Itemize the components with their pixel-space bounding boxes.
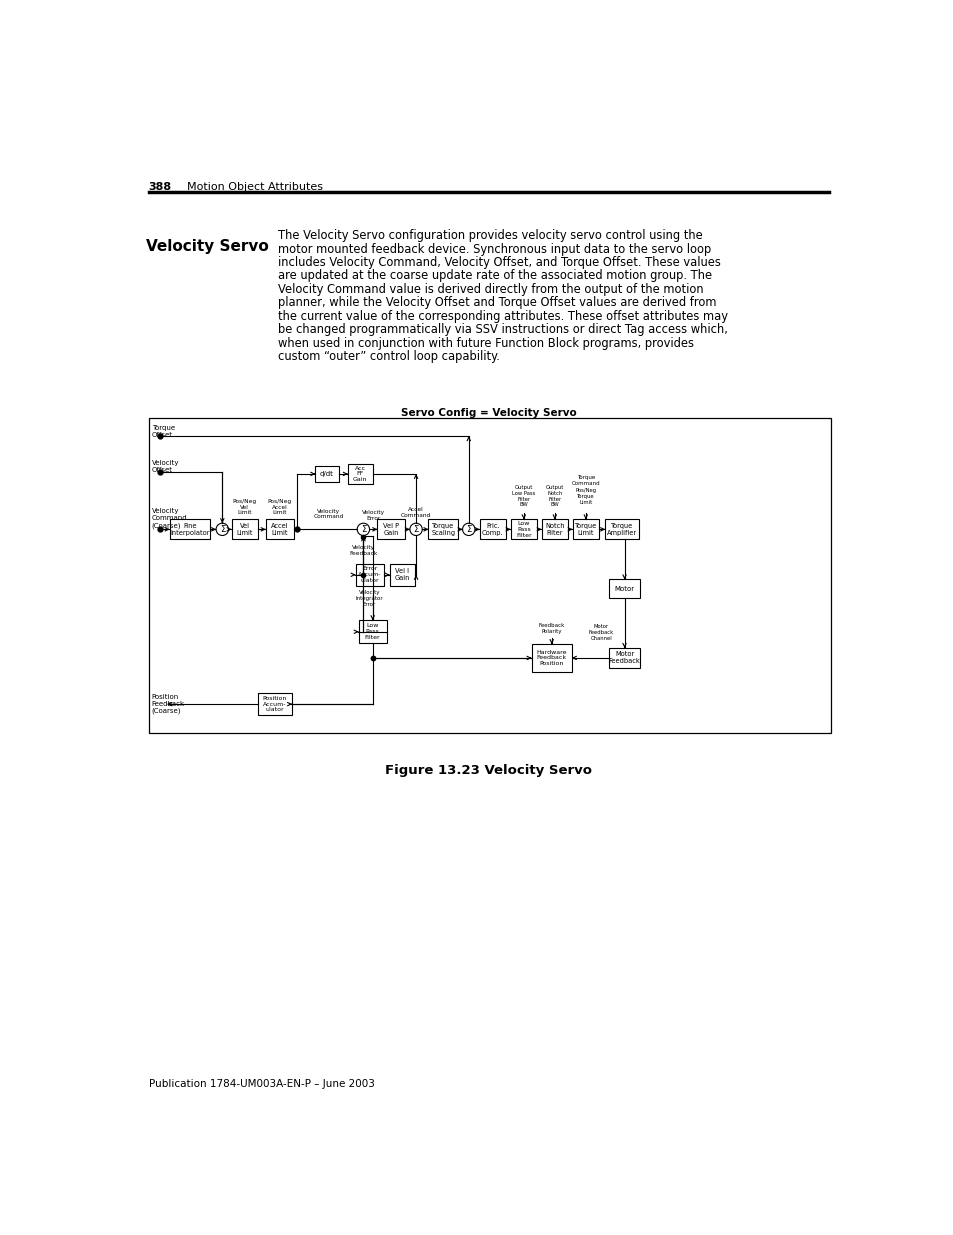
Text: Pos/Neg
Accel
Limit: Pos/Neg Accel Limit xyxy=(268,499,292,515)
Text: Accel
Command: Accel Command xyxy=(400,508,431,517)
Text: Motion Object Attributes: Motion Object Attributes xyxy=(187,182,323,191)
Text: Position
Feedback
(Coarse): Position Feedback (Coarse) xyxy=(152,694,185,714)
Bar xyxy=(266,520,294,540)
Text: 388: 388 xyxy=(149,182,172,191)
Text: Torque
Command: Torque Command xyxy=(571,475,599,487)
Text: Torque
Amplifier: Torque Amplifier xyxy=(606,522,637,536)
Text: includes Velocity Command, Velocity Offset, and Torque Offset. These values: includes Velocity Command, Velocity Offs… xyxy=(278,256,720,269)
Text: Publication 1784-UM003A-EN-P – June 2003: Publication 1784-UM003A-EN-P – June 2003 xyxy=(149,1078,375,1089)
Text: Velocity Command value is derived directly from the output of the motion: Velocity Command value is derived direct… xyxy=(278,283,703,296)
Text: Motor
Feedback: Motor Feedback xyxy=(608,651,639,664)
Text: when used in conjunction with future Function Block programs, provides: when used in conjunction with future Fun… xyxy=(278,337,694,350)
Text: Accel
Limit: Accel Limit xyxy=(271,522,288,536)
Text: the current value of the corresponding attributes. These offset attributes may: the current value of the corresponding a… xyxy=(278,310,727,322)
Text: Servo Config = Velocity Servo: Servo Config = Velocity Servo xyxy=(400,409,577,419)
Bar xyxy=(608,648,639,668)
Text: Pos/Neg
Torque
Limit: Pos/Neg Torque Limit xyxy=(575,488,596,505)
Text: Σ: Σ xyxy=(219,525,225,534)
Bar xyxy=(348,464,373,484)
Text: Velocity
Error: Velocity Error xyxy=(361,510,385,521)
Text: Vel I
Gain: Vel I Gain xyxy=(394,568,410,582)
Bar xyxy=(531,645,571,672)
Text: Velocity
Offset: Velocity Offset xyxy=(152,461,179,473)
Text: Torque
Offset: Torque Offset xyxy=(152,425,174,438)
Text: Error
Accum-
ulator: Error Accum- ulator xyxy=(357,567,381,583)
Bar xyxy=(355,564,383,585)
Bar xyxy=(315,466,338,482)
Bar xyxy=(257,693,292,715)
Bar xyxy=(604,520,639,540)
Bar xyxy=(479,520,505,540)
Text: Output
Low Pass
Filter
BW: Output Low Pass Filter BW xyxy=(512,485,535,508)
Text: Low
Pass
Filter: Low Pass Filter xyxy=(516,521,531,537)
Text: Motor: Motor xyxy=(614,585,634,592)
Bar xyxy=(541,520,567,540)
Text: Position
Accum-
ulator: Position Accum- ulator xyxy=(263,695,287,713)
Bar xyxy=(149,417,830,734)
Text: Σ: Σ xyxy=(413,525,418,534)
Text: Fric.
Comp.: Fric. Comp. xyxy=(481,522,503,536)
Text: custom “outer” control loop capability.: custom “outer” control loop capability. xyxy=(278,351,499,363)
Bar xyxy=(608,579,639,598)
Text: Vel
Limit: Vel Limit xyxy=(236,522,253,536)
Text: Vel P
Gain: Vel P Gain xyxy=(383,522,399,536)
Bar xyxy=(390,564,415,585)
Text: The Velocity Servo configuration provides velocity servo control using the: The Velocity Servo configuration provide… xyxy=(278,228,702,242)
Text: Acc
FF
Gain: Acc FF Gain xyxy=(353,466,367,482)
Bar xyxy=(377,520,405,540)
Text: Pos/Neg
Vel
Limit: Pos/Neg Vel Limit xyxy=(233,499,256,515)
Bar xyxy=(170,520,210,540)
Text: motor mounted feedback device. Synchronous input data to the servo loop: motor mounted feedback device. Synchrono… xyxy=(278,242,711,256)
Bar xyxy=(232,520,257,540)
Text: are updated at the coarse update rate of the associated motion group. The: are updated at the coarse update rate of… xyxy=(278,269,712,283)
Text: Figure 13.23 Velocity Servo: Figure 13.23 Velocity Servo xyxy=(385,764,592,777)
Text: d/dt: d/dt xyxy=(319,471,334,477)
Text: Torque
Limit: Torque Limit xyxy=(574,522,597,536)
Text: Velocity
Command
(Coarse): Velocity Command (Coarse) xyxy=(152,509,187,529)
Bar xyxy=(572,520,598,540)
Text: Velocity
Command: Velocity Command xyxy=(313,509,343,520)
Text: planner, while the Velocity Offset and Torque Offset values are derived from: planner, while the Velocity Offset and T… xyxy=(278,296,716,310)
Text: Notch
Filter: Notch Filter xyxy=(544,522,564,536)
Text: Velocity
Integrator
Error: Velocity Integrator Error xyxy=(355,590,383,606)
Bar xyxy=(510,520,537,540)
Text: be changed programmatically via SSV instructions or direct Tag access which,: be changed programmatically via SSV inst… xyxy=(278,324,727,336)
Text: Feedback
Polarity: Feedback Polarity xyxy=(537,624,564,634)
Text: Output
Notch
Filter
BW: Output Notch Filter BW xyxy=(545,485,563,508)
Text: Torque
Scaling: Torque Scaling xyxy=(431,522,455,536)
Bar xyxy=(428,520,457,540)
Text: Low
Pass
Filter: Low Pass Filter xyxy=(364,624,380,640)
Text: Velocity Servo: Velocity Servo xyxy=(146,240,269,254)
Text: Σ: Σ xyxy=(360,525,366,534)
Text: Motor
Feedback
Channel: Motor Feedback Channel xyxy=(588,624,614,641)
Text: Hardware
Feedback
Position: Hardware Feedback Position xyxy=(536,650,566,666)
Bar xyxy=(358,620,386,643)
Text: Σ: Σ xyxy=(466,525,471,534)
Text: Velocity
Feedback: Velocity Feedback xyxy=(349,545,377,556)
Text: Fine
Interpolator: Fine Interpolator xyxy=(170,522,210,536)
